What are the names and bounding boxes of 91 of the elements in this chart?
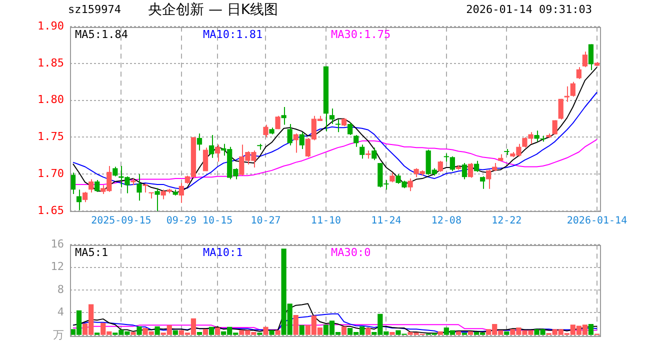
candlestick: [390, 172, 395, 183]
y-tick-label: 12: [50, 260, 64, 274]
candlestick: [450, 156, 456, 172]
bar: [214, 327, 220, 335]
bar: [130, 332, 136, 335]
bar: [366, 328, 371, 335]
x-tick-label: 10-27: [250, 216, 281, 227]
bar: [172, 330, 178, 335]
y-tick-label: 1.65: [38, 204, 64, 217]
bar: [588, 324, 594, 335]
candlestick: [372, 147, 377, 161]
text: MA30:1.75: [331, 28, 391, 41]
x-tick-label: 2025-09-15: [91, 216, 152, 227]
candlestick: [214, 144, 220, 162]
y-tick-label: 万: [53, 328, 64, 342]
text: MA10:1: [203, 246, 243, 259]
x-tick-label: 10-15: [202, 216, 233, 227]
x-tick-label: 11-10: [310, 216, 342, 227]
candlestick: [275, 115, 280, 130]
bar: [504, 331, 510, 335]
candlestick: [347, 122, 353, 136]
candlestick: [468, 162, 474, 178]
x-tick-label: 12-22: [492, 216, 522, 227]
candlestick: [462, 162, 468, 180]
candlestick: [474, 160, 480, 172]
candlestick: [263, 124, 268, 138]
bar: [468, 331, 474, 335]
candlestick: [293, 133, 298, 154]
candlestick: [438, 160, 443, 172]
x-tick-label: 12-08: [431, 216, 462, 227]
candlestick: [564, 86, 570, 102]
candlestick: [480, 176, 486, 190]
y-tick-label: 1.85: [38, 56, 64, 70]
bar: [341, 326, 347, 335]
y-tick-label: 1.75: [38, 130, 64, 144]
text: MA5:1.84: [75, 28, 128, 41]
candlestick: [329, 108, 335, 124]
bar: [196, 332, 202, 335]
y-tick-label: 1.80: [38, 93, 64, 106]
candlestick: [287, 123, 292, 146]
candlestick: [486, 169, 492, 190]
bar: [438, 331, 443, 335]
x-tick-label: 09-29: [166, 216, 196, 227]
candlestick: [552, 120, 558, 135]
y-tick-label: 1.90: [38, 19, 64, 32]
bar: [208, 326, 214, 335]
candlestick: [88, 178, 94, 194]
candlestick: [582, 51, 588, 68]
candlestick: [408, 178, 413, 192]
candlestick: [281, 106, 286, 126]
text: sz159974: [68, 3, 121, 16]
bar: [390, 332, 395, 335]
candlestick: [299, 132, 304, 150]
text: MA5:1: [75, 246, 108, 259]
text: MA30:0: [331, 246, 371, 259]
bar: [269, 330, 274, 335]
candlestick: [112, 166, 118, 177]
candlestick: [360, 144, 365, 160]
bar: [136, 326, 142, 335]
candlestick: [196, 133, 202, 152]
candlestick: [178, 182, 184, 204]
y-tick-label: 8: [57, 282, 64, 296]
candlestick: [354, 134, 359, 148]
y-tick-label: 16: [50, 237, 64, 250]
x-tick-label: 11-24: [371, 216, 402, 227]
candlestick: [154, 188, 160, 212]
candlestick: [76, 189, 82, 211]
bar: [275, 330, 280, 335]
candlestick: [588, 44, 594, 71]
bar: [154, 326, 160, 335]
candlestick: [570, 81, 576, 98]
bar: [293, 314, 298, 335]
y-tick-label: 4: [57, 306, 64, 319]
bar: [263, 326, 268, 335]
y-tick-label: 1.70: [38, 166, 64, 180]
candlestick: [335, 119, 341, 133]
candlestick: [576, 66, 582, 80]
candlestick: [208, 134, 214, 158]
bar: [456, 331, 462, 335]
candlestick: [558, 98, 564, 120]
text: MA10:1.81: [203, 28, 263, 41]
candlestick: [136, 174, 142, 202]
chart-title: 央企创新 — 日K线图: [148, 1, 278, 19]
text: 2026-01-14 09:31:03: [466, 3, 592, 16]
bar: [202, 329, 208, 335]
bar: [299, 325, 304, 335]
candlestick: [534, 130, 540, 142]
x-tick-label: 2026-01-14: [566, 216, 628, 227]
candlestick: [82, 191, 88, 203]
candlestick: [202, 147, 208, 172]
candlestick: [94, 180, 100, 192]
